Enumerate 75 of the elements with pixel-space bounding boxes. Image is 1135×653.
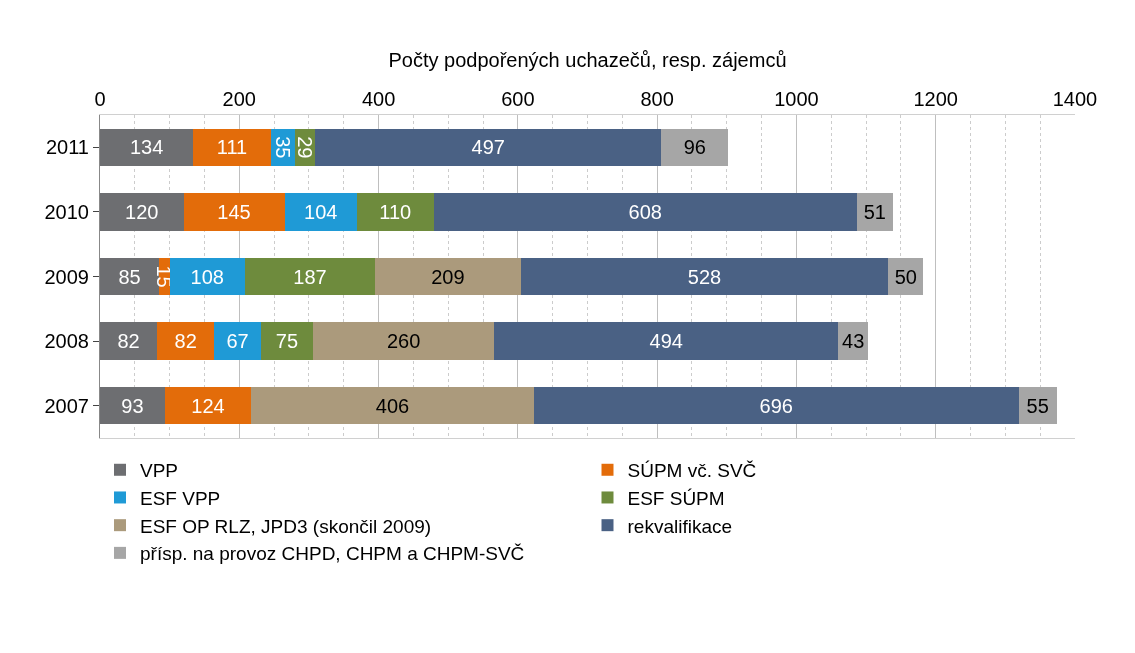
bar	[494, 322, 839, 360]
bar	[520, 257, 889, 296]
data-label: 124	[191, 394, 225, 417]
bar	[433, 193, 858, 231]
bar	[315, 128, 662, 167]
data-label: 75	[275, 330, 299, 353]
x-axis-title: Počty podpořených uchazečů, resp. zájemců	[388, 48, 787, 71]
legend-label: ESF VPP	[140, 487, 221, 509]
data-label: 406	[375, 394, 410, 417]
data-label: 111	[216, 136, 248, 159]
x-tick-label: 1200	[913, 88, 958, 110]
data-label: 108	[190, 265, 224, 288]
bar	[857, 193, 893, 231]
x-tick-label: 200	[222, 88, 256, 110]
bar	[183, 193, 285, 231]
x-tick-label: 400	[361, 88, 396, 110]
y-tick-label: 2010	[44, 200, 89, 223]
bar	[375, 257, 521, 296]
y-tick-label: 2009	[44, 265, 89, 288]
bar	[214, 322, 261, 360]
x-tick-label: 1000	[774, 88, 819, 110]
legend-label: ESF OP RLZ, JPD3 (skončil 2009)	[140, 515, 432, 537]
y-tick-label: 2007	[44, 394, 89, 417]
bar	[313, 322, 495, 360]
data-label: 187	[293, 265, 327, 288]
legend-label: SÚPM vč. SVČ	[627, 460, 757, 482]
legend-label: přísp. na provoz CHPD, CHPM a CHPM-SVČ	[140, 543, 525, 565]
bar	[100, 322, 158, 360]
x-tick-label: 800	[640, 88, 674, 110]
bar	[251, 386, 534, 425]
data-label: 96	[683, 136, 706, 159]
data-label: 35	[271, 136, 294, 159]
data-label: 43	[842, 330, 865, 353]
data-label: 497	[471, 136, 505, 159]
data-label: 494	[649, 330, 683, 353]
data-label: 696	[759, 394, 793, 417]
data-label: 85	[118, 265, 141, 288]
data-label: 93	[121, 394, 144, 417]
bar	[100, 193, 184, 231]
x-tick-label: 1400	[1052, 88, 1098, 110]
bar	[157, 322, 215, 360]
bar	[260, 322, 314, 360]
y-tick-label: 2008	[44, 330, 89, 353]
bar	[169, 257, 245, 296]
data-label: 82	[174, 330, 197, 353]
data-label: 55	[1026, 394, 1049, 417]
data-label: 110	[379, 200, 412, 223]
bar	[533, 386, 1019, 425]
data-label: 104	[304, 200, 338, 223]
bar	[193, 128, 271, 167]
legend-label: rekvalifikace	[627, 515, 733, 537]
bar	[284, 193, 357, 231]
data-label: 82	[117, 330, 140, 353]
data-label: 528	[687, 265, 722, 288]
data-label: 209	[431, 265, 465, 288]
data-label: 134	[129, 136, 164, 159]
data-label: 29	[294, 136, 317, 159]
bar	[100, 386, 165, 425]
data-label: 50	[894, 265, 917, 288]
x-tick-label: 0	[94, 88, 106, 110]
bar	[356, 193, 434, 231]
data-label: 67	[226, 330, 249, 353]
bar	[244, 257, 376, 296]
legend-label: ESF SÚPM	[627, 487, 725, 509]
y-tick-label: 2011	[45, 136, 89, 159]
data-label: 145	[217, 200, 251, 223]
data-label: 51	[863, 200, 886, 223]
data-label: 260	[386, 330, 421, 353]
data-label: 608	[628, 200, 662, 223]
bar	[661, 128, 729, 167]
legend-label: VPP	[140, 460, 179, 482]
bar	[100, 128, 194, 167]
bar	[164, 386, 252, 425]
data-label: 120	[125, 200, 159, 223]
x-tick-label: 600	[501, 88, 535, 110]
